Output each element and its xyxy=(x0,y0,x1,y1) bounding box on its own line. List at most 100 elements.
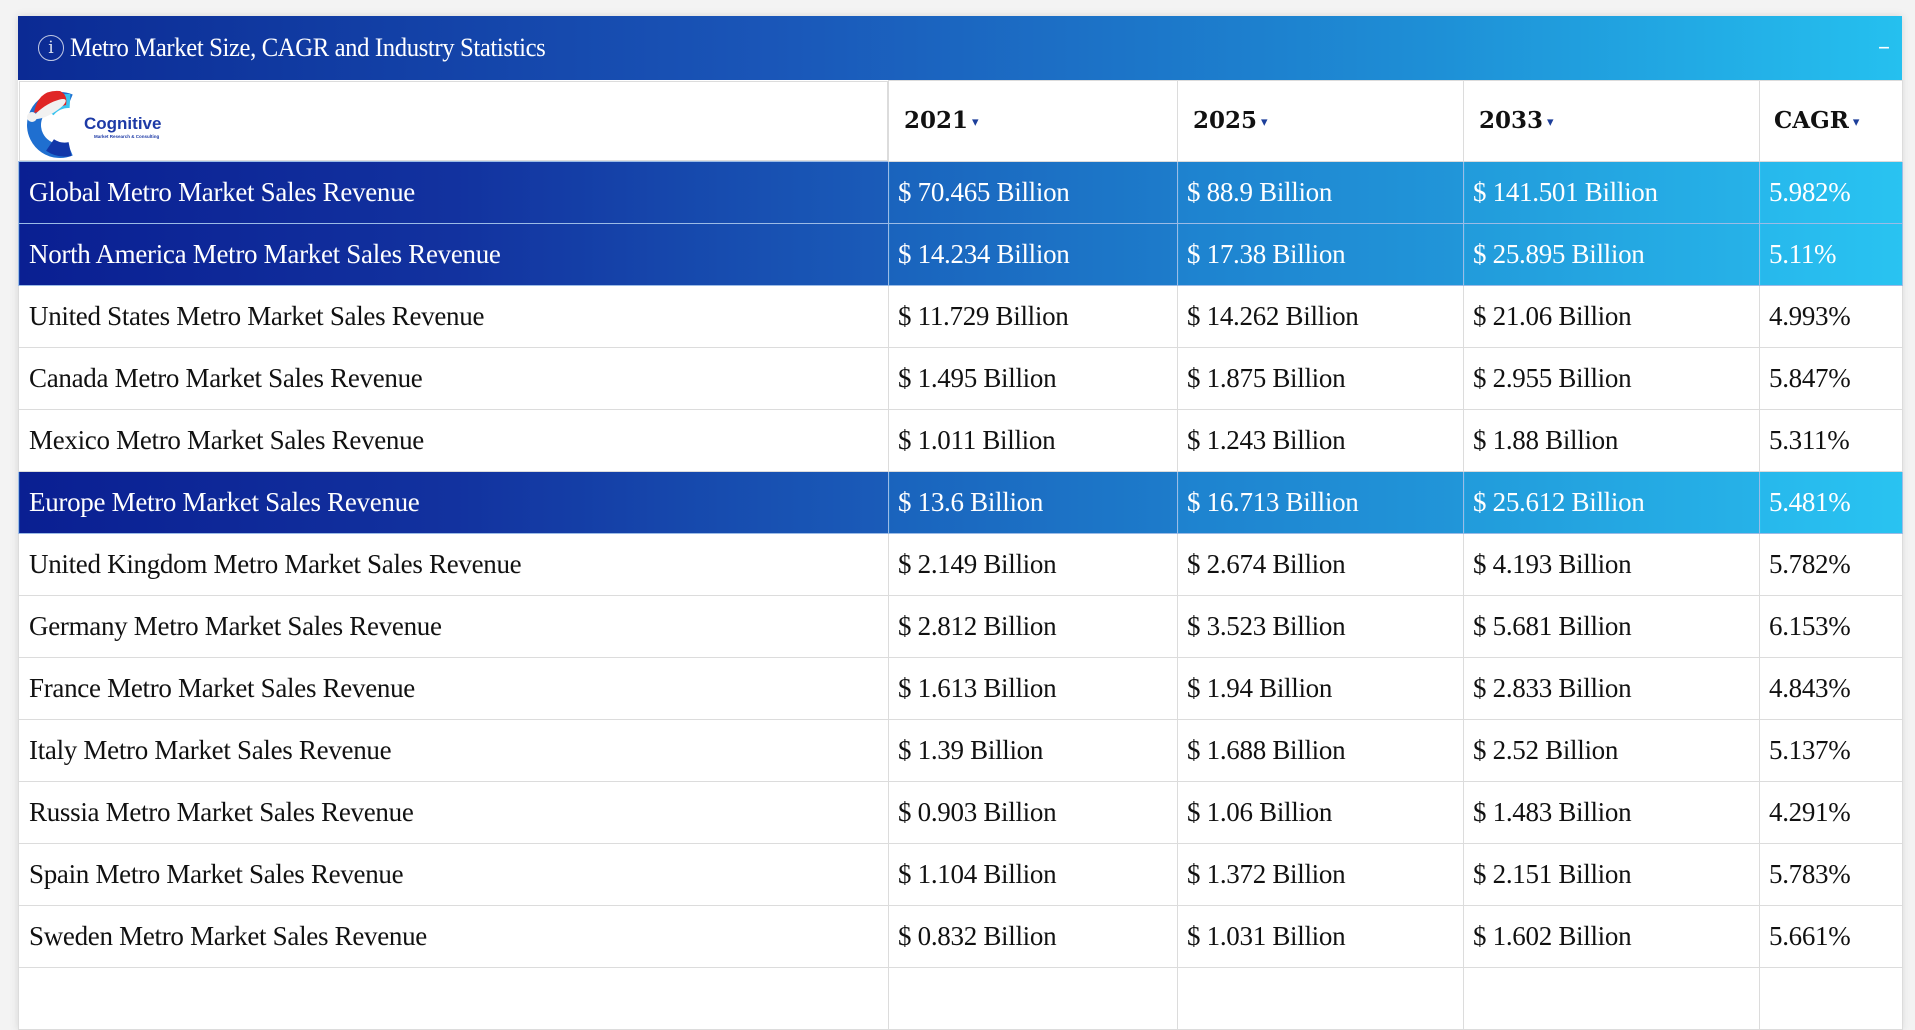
logo-tagline: Market Research & Consulting xyxy=(94,134,160,139)
value-cagr: 5.311% xyxy=(1759,408,1903,472)
santa-hat-icon xyxy=(26,90,66,122)
value-2033: $ 2.52 Billion xyxy=(1463,718,1760,782)
table-row: Mexico Metro Market Sales Revenue $ 1.011… xyxy=(18,408,1903,472)
value-2021: $ 0.832 Billion xyxy=(888,904,1178,968)
info-circle-icon[interactable]: i xyxy=(38,35,64,61)
value-2033: $ 1.483 Billion xyxy=(1463,780,1760,844)
value-2025: $ 1.372 Billion xyxy=(1177,842,1464,906)
sort-down-icon[interactable]: ▾ xyxy=(1261,114,1268,130)
market-statistics-table: Cognitive Market Research & Consulting 2… xyxy=(18,80,1903,1030)
column-label: CAGR xyxy=(1774,107,1849,135)
value-2021: $ 1.104 Billion xyxy=(888,842,1178,906)
value-2033: $ 25.895 Billion xyxy=(1463,222,1760,286)
value-2025: $ 1.031 Billion xyxy=(1177,904,1464,968)
value-2021: $ 0.903 Billion xyxy=(888,780,1178,844)
row-label xyxy=(18,966,889,1030)
value-cagr xyxy=(1759,966,1903,1030)
value-2021: $ 1.39 Billion xyxy=(888,718,1178,782)
table-header-row: Cognitive Market Research & Consulting 2… xyxy=(18,80,1903,162)
value-cagr: 5.481% xyxy=(1759,470,1903,534)
table-row: United States Metro Market Sales Revenue… xyxy=(18,284,1903,348)
value-cagr: 5.783% xyxy=(1759,842,1903,906)
panel-header[interactable]: i Metro Market Size, CAGR and Industry S… xyxy=(18,16,1902,80)
table-row: Canada Metro Market Sales Revenue $ 1.495… xyxy=(18,346,1903,410)
market-statistics-panel: i Metro Market Size, CAGR and Industry S… xyxy=(18,16,1903,1030)
row-label: Mexico Metro Market Sales Revenue xyxy=(18,408,889,472)
sort-down-icon[interactable]: ▾ xyxy=(1547,114,1554,130)
table-row-highlighted: Global Metro Market Sales Revenue $ 70.46… xyxy=(18,160,1903,224)
value-2025: $ 16.713 Billion xyxy=(1177,470,1464,534)
value-2025: $ 17.38 Billion xyxy=(1177,222,1464,286)
cognitive-logo: Cognitive Market Research & Consulting xyxy=(26,90,161,158)
table-row: Spain Metro Market Sales Revenue $ 1.104 … xyxy=(18,842,1903,906)
value-2025: $ 1.688 Billion xyxy=(1177,718,1464,782)
value-2025: $ 2.674 Billion xyxy=(1177,532,1464,596)
row-label: Europe Metro Market Sales Revenue xyxy=(18,470,889,534)
value-2025: $ 1.875 Billion xyxy=(1177,346,1464,410)
table-row xyxy=(18,966,1903,1030)
value-2033: $ 1.88 Billion xyxy=(1463,408,1760,472)
table-row: Sweden Metro Market Sales Revenue $ 0.832… xyxy=(18,904,1903,968)
value-cagr: 5.982% xyxy=(1759,160,1903,224)
value-2021: $ 1.011 Billion xyxy=(888,408,1178,472)
value-2033: $ 25.612 Billion xyxy=(1463,470,1760,534)
logo-cell: Cognitive Market Research & Consulting xyxy=(18,80,888,161)
value-cagr: 4.843% xyxy=(1759,656,1903,720)
value-2021: $ 13.6 Billion xyxy=(888,470,1178,534)
row-label: Spain Metro Market Sales Revenue xyxy=(18,842,889,906)
value-2033: $ 5.681 Billion xyxy=(1463,594,1760,658)
table-row: France Metro Market Sales Revenue $ 1.613… xyxy=(18,656,1903,720)
value-cagr: 5.782% xyxy=(1759,532,1903,596)
column-label: 2033 xyxy=(1479,107,1544,135)
panel-title: Metro Market Size, CAGR and Industry Sta… xyxy=(70,33,546,62)
table-row: United Kingdom Metro Market Sales Revenu… xyxy=(18,532,1903,596)
value-cagr: 4.993% xyxy=(1759,284,1903,348)
value-2021: $ 70.465 Billion xyxy=(888,160,1178,224)
row-label: United States Metro Market Sales Revenue xyxy=(18,284,889,348)
value-2033 xyxy=(1463,966,1760,1030)
value-2025: $ 14.262 Billion xyxy=(1177,284,1464,348)
value-2021: $ 2.812 Billion xyxy=(888,594,1178,658)
table-body: Global Metro Market Sales Revenue $ 70.46… xyxy=(18,160,1903,1030)
value-cagr: 6.153% xyxy=(1759,594,1903,658)
value-2033: $ 2.833 Billion xyxy=(1463,656,1760,720)
table-row: Italy Metro Market Sales Revenue $ 1.39 B… xyxy=(18,718,1903,782)
value-cagr: 4.291% xyxy=(1759,780,1903,844)
value-2025: $ 3.523 Billion xyxy=(1177,594,1464,658)
sort-down-icon[interactable]: ▾ xyxy=(972,114,979,130)
sort-down-icon[interactable]: ▾ xyxy=(1852,114,1860,130)
value-2033: $ 1.602 Billion xyxy=(1463,904,1760,968)
row-label: Italy Metro Market Sales Revenue xyxy=(18,718,889,782)
table-row: Germany Metro Market Sales Revenue $ 2.81… xyxy=(18,594,1903,658)
value-2025: $ 1.94 Billion xyxy=(1177,656,1464,720)
row-label: North America Metro Market Sales Revenue xyxy=(18,222,889,286)
column-header-cagr[interactable]: CAGR ▾ xyxy=(1759,80,1903,162)
value-2021: $ 1.495 Billion xyxy=(888,346,1178,410)
table-row: Russia Metro Market Sales Revenue $ 0.903… xyxy=(18,780,1903,844)
column-header-2025[interactable]: 2025 ▾ xyxy=(1177,80,1464,162)
row-label: Sweden Metro Market Sales Revenue xyxy=(18,904,889,968)
value-2033: $ 2.955 Billion xyxy=(1463,346,1760,410)
column-label: 2025 xyxy=(1193,107,1258,135)
value-2021: $ 1.613 Billion xyxy=(888,656,1178,720)
value-2033: $ 4.193 Billion xyxy=(1463,532,1760,596)
value-cagr: 5.11% xyxy=(1759,222,1903,286)
value-2021: $ 14.234 Billion xyxy=(888,222,1178,286)
value-2033: $ 21.06 Billion xyxy=(1463,284,1760,348)
row-label: Global Metro Market Sales Revenue xyxy=(18,160,889,224)
logo-name: Cognitive xyxy=(84,114,161,133)
value-2025: $ 1.243 Billion xyxy=(1177,408,1464,472)
column-header-2033[interactable]: 2033 ▾ xyxy=(1463,80,1760,162)
column-header-2021[interactable]: 2021 ▾ xyxy=(888,80,1178,162)
value-2033: $ 141.501 Billion xyxy=(1463,160,1760,224)
table-row-highlighted: Europe Metro Market Sales Revenue $ 13.6 … xyxy=(18,470,1903,534)
collapse-button[interactable]: – xyxy=(1878,32,1890,60)
value-2033: $ 2.151 Billion xyxy=(1463,842,1760,906)
value-2025 xyxy=(1177,966,1464,1030)
row-label: Germany Metro Market Sales Revenue xyxy=(18,594,889,658)
value-2021: $ 11.729 Billion xyxy=(888,284,1178,348)
row-label: Russia Metro Market Sales Revenue xyxy=(18,780,889,844)
value-2025: $ 1.06 Billion xyxy=(1177,780,1464,844)
row-label: United Kingdom Metro Market Sales Revenu… xyxy=(18,532,889,596)
row-label: France Metro Market Sales Revenue xyxy=(18,656,889,720)
